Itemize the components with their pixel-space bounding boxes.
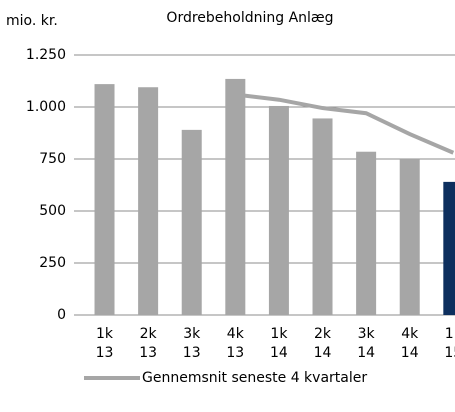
x-tick-label: 3k 13 xyxy=(183,326,201,361)
bar xyxy=(356,151,377,315)
bar xyxy=(268,105,289,316)
bar xyxy=(94,84,115,316)
y-tick-label: 750 xyxy=(39,151,66,167)
x-tick-label-line: 2k xyxy=(314,326,332,342)
bar xyxy=(225,78,246,315)
x-tick-label-line: 4k xyxy=(227,326,245,342)
x-tick-label-line: 3k xyxy=(183,326,201,342)
bar xyxy=(312,118,333,315)
x-tick-label: 1k15 xyxy=(444,326,455,361)
x-tick-label-line: 14 xyxy=(270,345,288,361)
x-tick-label: 4k 14 xyxy=(401,326,419,361)
y-tick-label: 1.000 xyxy=(26,99,66,115)
x-tick-label-line: 14 xyxy=(401,345,419,361)
x-tick-label: 3k 14 xyxy=(357,326,375,361)
y-tick-label: 250 xyxy=(39,255,66,271)
x-tick-label: 2k 14 xyxy=(314,326,332,361)
bar xyxy=(443,181,455,315)
x-tick-label-line: 1k xyxy=(445,326,455,342)
x-tick-label: 1k 13 xyxy=(96,326,114,361)
y-axis-label: mio. kr. xyxy=(6,13,58,29)
x-tick-label-line: 1k xyxy=(96,326,114,342)
bar xyxy=(138,87,159,316)
y-tick-label: 0 xyxy=(57,307,66,323)
average-line xyxy=(235,92,455,155)
x-tick-label-line: 1k xyxy=(270,326,288,342)
y-tick-label: 1.250 xyxy=(26,47,66,63)
x-tick-label: 2k 13 xyxy=(139,326,157,361)
x-tick-label-line: 14 xyxy=(357,345,375,361)
x-tick-label-line: 15 xyxy=(444,345,455,361)
x-tick-label-line: 14 xyxy=(314,345,332,361)
x-tick-label-line: 4k xyxy=(401,326,419,342)
x-tick-label-line: 13 xyxy=(183,345,201,361)
y-tick-label: 500 xyxy=(39,203,66,219)
x-tick-label-line: 13 xyxy=(96,345,114,361)
x-tick-label: 4k 13 xyxy=(226,326,244,361)
x-tick-label-line: 13 xyxy=(226,345,244,361)
legend-label: Gennemsnit seneste 4 kvartaler xyxy=(142,370,367,386)
x-tick-label: 1k 14 xyxy=(270,326,288,361)
chart-title: Ordrebeholdning Anlæg xyxy=(166,10,333,26)
x-tick-label-line: 13 xyxy=(139,345,157,361)
bar xyxy=(399,159,420,315)
x-tick-label-line: 3k xyxy=(358,326,376,342)
bar xyxy=(181,129,202,315)
x-tick-label-line: 2k xyxy=(140,326,158,342)
